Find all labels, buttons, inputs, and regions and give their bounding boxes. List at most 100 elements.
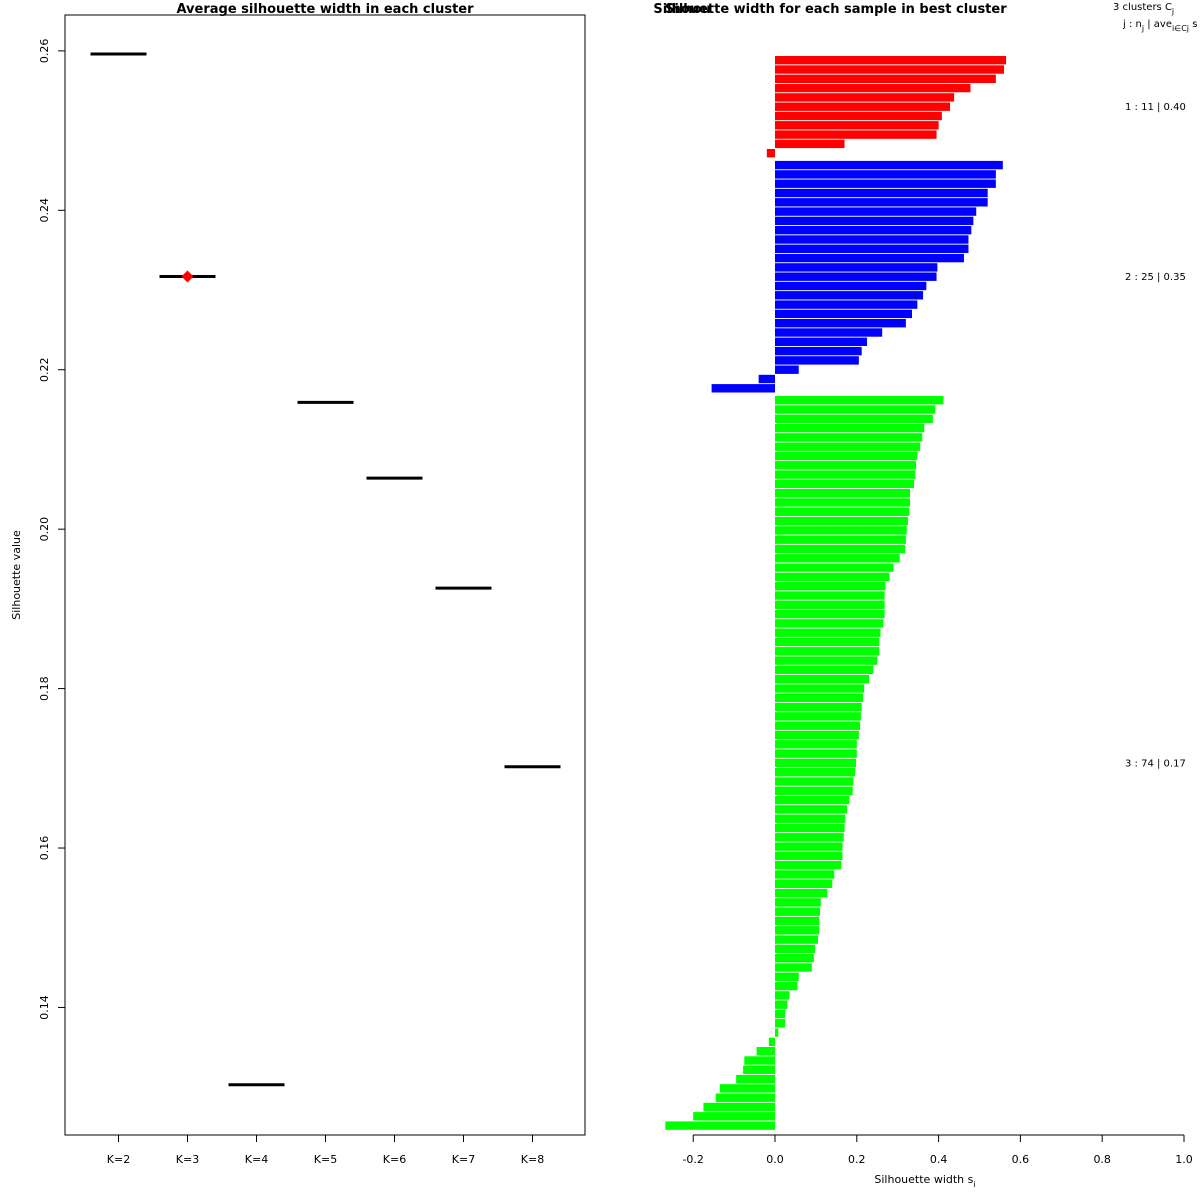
sample-bar — [775, 244, 969, 253]
sample-bar — [775, 572, 890, 582]
cluster-label: 1 : 11 | 0.40 — [1125, 102, 1186, 113]
sample-bar — [775, 130, 937, 139]
sample-bar — [775, 702, 862, 712]
left-y-tick-label: 0.26 — [38, 39, 51, 64]
sample-bar — [775, 253, 964, 263]
sample-bar — [775, 516, 908, 526]
right-x-tick-label: 0.2 — [848, 1153, 866, 1166]
sample-bar — [719, 1084, 775, 1093]
sample-bar — [715, 1093, 775, 1102]
sample-bar — [775, 851, 843, 861]
sample-bar — [775, 582, 886, 591]
cluster-header-line1-sub: j — [1171, 7, 1174, 16]
left-x-tick-label: K=2 — [107, 1153, 130, 1166]
sample-bar — [775, 396, 944, 405]
left-y-tick-label: 0.16 — [38, 836, 51, 861]
sample-bar — [775, 823, 845, 833]
sample-bar — [775, 281, 927, 291]
left-plot-frame — [64, 14, 586, 1136]
left-x-tick-label: K=8 — [521, 1153, 544, 1166]
sample-bar — [775, 470, 916, 479]
sample-bar — [775, 805, 847, 814]
sample-bar — [775, 272, 937, 281]
right-x-axis: -0.2 0.0 0.2 0.4 0.6 0.8 1.0 — [682, 1134, 1193, 1166]
sample-bar — [775, 461, 917, 470]
sample-bar — [775, 337, 868, 346]
sample-bar — [775, 758, 856, 768]
sample-bar — [775, 365, 799, 374]
sample-bar — [775, 600, 885, 609]
sample-bar — [775, 879, 833, 888]
sample-bar — [775, 451, 918, 461]
sample-bar — [775, 102, 951, 111]
left-x-tick-label: K=5 — [314, 1153, 337, 1166]
right-x-tick-label: 0.4 — [930, 1153, 948, 1166]
sample-bar — [775, 489, 910, 498]
sample-bar — [775, 609, 885, 619]
sample-bar — [775, 777, 854, 786]
cluster-label: 3 : 74 | 0.17 — [1125, 758, 1186, 769]
sample-bar — [775, 628, 881, 637]
sample-bar — [775, 972, 799, 981]
sample-bar — [775, 405, 936, 414]
cluster-header-line2-text: j : n — [1122, 19, 1142, 30]
cluster-header-line2-end: s — [1189, 19, 1197, 30]
sample-bar — [775, 768, 856, 777]
sample-bar — [775, 83, 971, 93]
left-y-tick-label: 0.22 — [38, 357, 51, 382]
right-x-axis-label: Silhouette width si — [874, 1173, 975, 1189]
sample-bar — [775, 814, 846, 823]
sample-bar — [775, 675, 870, 684]
right-x-tick-label: 0.8 — [1093, 1153, 1111, 1166]
sample-bar — [693, 1112, 775, 1121]
sample-bar — [775, 888, 828, 898]
sample-bar — [775, 526, 907, 535]
sample-bar — [775, 656, 878, 665]
sample-bar — [775, 309, 913, 319]
right-x-tick-label: 0.6 — [1012, 1153, 1030, 1166]
sample-bar — [775, 346, 862, 356]
sample-bar — [775, 300, 918, 309]
left-y-tick-label: 0.14 — [38, 995, 51, 1020]
best-k-marker — [181, 270, 194, 283]
sample-bar — [775, 637, 880, 647]
sample-bar — [775, 139, 845, 149]
sample-bar — [775, 216, 974, 226]
sample-bar — [775, 479, 915, 489]
sample-bar — [775, 235, 969, 244]
sample-bar — [775, 684, 865, 693]
left-y-axis-label: Silhouette value — [10, 530, 23, 620]
left-x-axis: K=2 K=3 K=4 K=5 K=6 K=7 K=8 — [107, 1135, 544, 1166]
right-x-axis-label-text: Silhouette width s — [874, 1173, 973, 1186]
sample-bar — [775, 926, 820, 935]
sample-bar — [768, 1037, 775, 1047]
right-title-overlap: Silhou — [665, 2, 711, 17]
sample-bar — [736, 1074, 775, 1084]
right-x-tick-label: 0.0 — [766, 1153, 784, 1166]
sample-bar — [756, 1047, 775, 1056]
left-marks — [90, 52, 561, 1087]
sample-bar — [775, 1000, 788, 1009]
sample-bar — [775, 188, 988, 198]
sample-bar — [775, 916, 820, 926]
sample-bar — [775, 160, 1003, 170]
left-x-tick-label: K=3 — [176, 1153, 199, 1166]
sample-bar — [711, 384, 775, 393]
sample-bar — [744, 1056, 775, 1065]
sample-bar — [775, 563, 894, 572]
sample-bar — [775, 179, 996, 188]
sample-bar — [775, 198, 988, 207]
sample-bar — [775, 442, 921, 451]
cluster-header-line2-sub1: j — [1141, 24, 1144, 33]
sample-bar — [775, 263, 938, 272]
sample-bar — [775, 554, 900, 563]
sample-bar — [775, 433, 923, 442]
cluster-header-line2-mid: | ave — [1144, 19, 1172, 30]
sample-bar — [758, 374, 775, 384]
sample-bar — [775, 291, 924, 300]
sample-bar — [775, 535, 906, 544]
left-chart-title: Average silhouette width in each cluster — [176, 2, 474, 17]
sample-bar — [775, 991, 790, 1000]
sample-bar — [775, 619, 884, 628]
left-x-tick-label: K=6 — [383, 1153, 406, 1166]
